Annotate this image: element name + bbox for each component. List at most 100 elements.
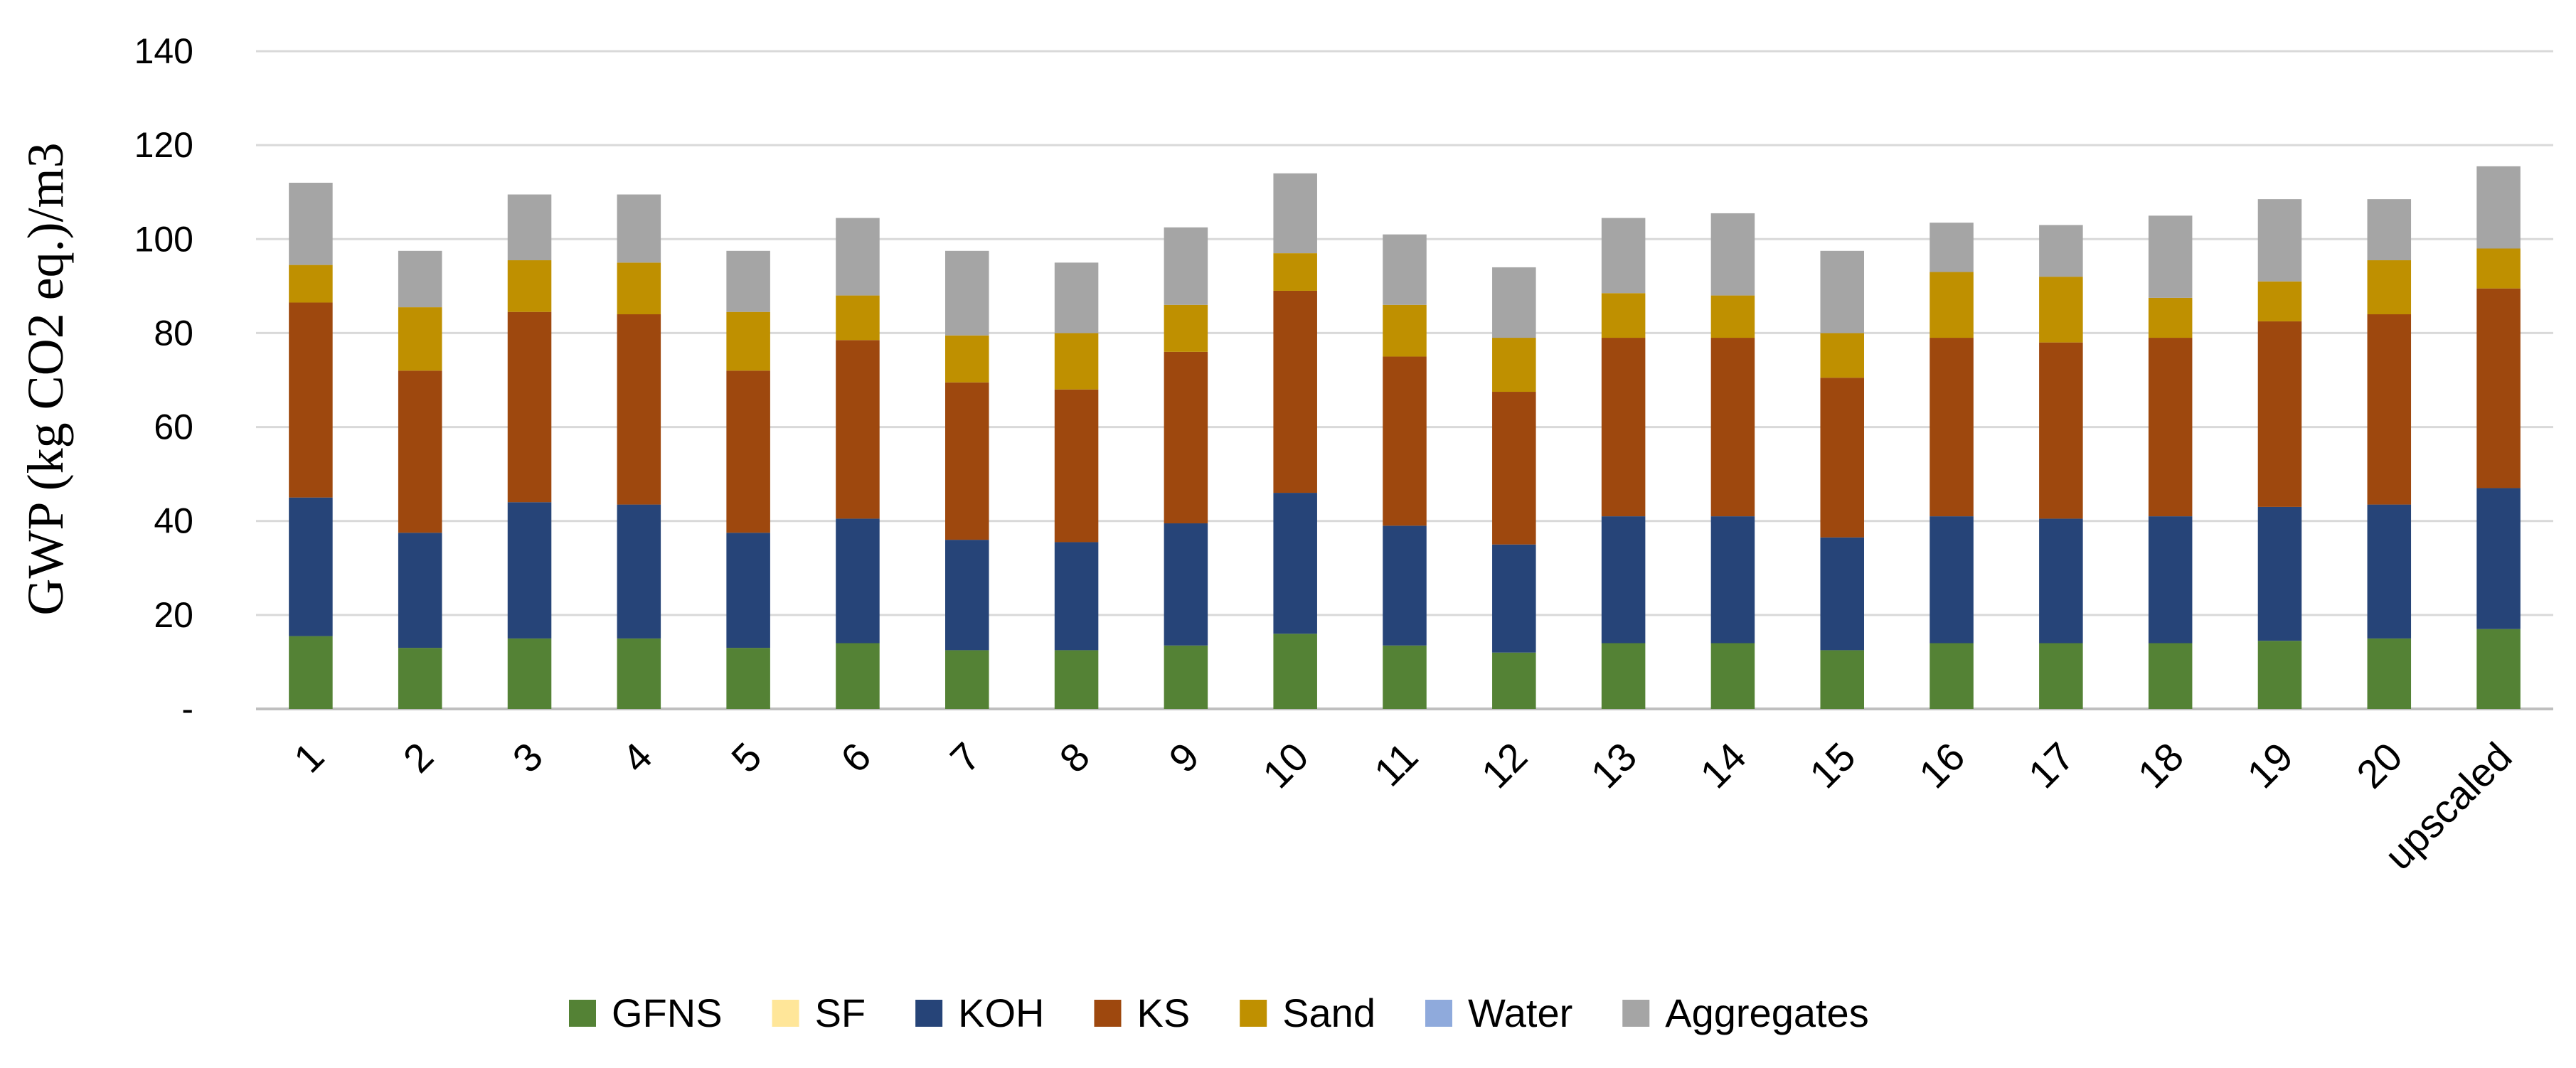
- bar-segment-ks: [2257, 321, 2302, 507]
- bar-segment-gfns: [1710, 643, 1755, 709]
- bar-segment-ks: [726, 370, 770, 533]
- x-tick-label: 5: [723, 734, 770, 781]
- legend-label: KOH: [958, 990, 1044, 1035]
- bar-segment-aggregates: [1383, 234, 1427, 305]
- bar-segment-aggregates: [507, 194, 552, 261]
- bar-segment-koh: [1601, 516, 1646, 644]
- x-tick-label: 10: [1254, 734, 1317, 797]
- bar-segment-koh: [1930, 516, 1974, 644]
- legend-swatch-sf: [772, 1000, 799, 1027]
- bar-segment-ks: [1930, 338, 1974, 517]
- y-tick-label: -: [181, 689, 193, 729]
- bar-segment-koh: [1820, 537, 1864, 651]
- legend-swatch-aggregates: [1622, 1000, 1650, 1027]
- bar-segment-ks: [1710, 338, 1755, 517]
- bar-segment-sand: [1383, 304, 1427, 357]
- legend-swatch-sand: [1240, 1000, 1267, 1027]
- x-tick-label: 1: [285, 734, 333, 781]
- bar-segment-aggregates: [1054, 262, 1099, 333]
- bar-segment-gfns: [398, 648, 442, 709]
- x-tick-label: 2: [395, 734, 442, 781]
- bar-segment-aggregates: [2257, 199, 2302, 282]
- bar-segment-sand: [1930, 272, 1974, 338]
- bar-segment-ks: [1492, 392, 1536, 545]
- bar-segment-koh: [836, 518, 880, 644]
- y-tick-label: 20: [154, 595, 193, 635]
- bar-segment-gfns: [1601, 643, 1646, 709]
- bar-segment-ks: [1273, 290, 1317, 493]
- legend-label: SF: [815, 990, 866, 1035]
- x-tick-label: 7: [942, 734, 989, 781]
- bar-segment-gfns: [2039, 643, 2083, 709]
- bar-segment-ks: [2367, 314, 2412, 505]
- bar-segment-sand: [2257, 281, 2302, 321]
- bar-segment-gfns: [1383, 645, 1427, 709]
- bar-segment-koh: [289, 497, 333, 636]
- bar-segment-aggregates: [289, 183, 333, 265]
- bar-segment-sand: [2476, 248, 2521, 289]
- bar-segment-gfns: [2257, 641, 2302, 709]
- x-tick-label: 13: [1582, 734, 1646, 797]
- legend-label: Water: [1468, 990, 1572, 1035]
- x-tick-label: 3: [504, 734, 551, 781]
- bar-segment-aggregates: [1601, 218, 1646, 294]
- bar-segment-ks: [617, 314, 661, 505]
- y-tick-label: 120: [134, 125, 193, 165]
- x-tick-label: 14: [1691, 734, 1755, 797]
- legend-swatch-koh: [915, 1000, 943, 1027]
- bar-segment-sand: [289, 265, 333, 303]
- bar-segment-aggregates: [398, 250, 442, 308]
- bar-segment-koh: [1054, 542, 1099, 651]
- x-tick-label: 17: [2020, 734, 2083, 797]
- x-tick-label: 11: [1366, 734, 1427, 795]
- bar-segment-koh: [945, 540, 989, 651]
- bar-segment-sand: [945, 335, 989, 383]
- bar-segment-koh: [2039, 518, 2083, 644]
- legend-label: GFNS: [612, 990, 723, 1035]
- bar-segment-gfns: [726, 648, 770, 709]
- bar-segment-ks: [2148, 338, 2193, 517]
- bar-segment-sand: [398, 307, 442, 371]
- bar-segment-aggregates: [2367, 199, 2412, 261]
- bar-segment-sand: [1710, 295, 1755, 338]
- bar-segment-koh: [2367, 504, 2412, 639]
- bar-segment-aggregates: [1710, 213, 1755, 296]
- bar-segment-sand: [507, 260, 552, 312]
- bar-segment-koh: [398, 533, 442, 648]
- bar-segment-sand: [617, 262, 661, 314]
- x-tick-label: 19: [2238, 734, 2301, 797]
- bar-segment-sand: [2148, 297, 2193, 338]
- bar-segment-ks: [836, 340, 880, 519]
- legend-swatch-gfns: [569, 1000, 596, 1027]
- bar-segment-ks: [289, 302, 333, 498]
- bar-segment-aggregates: [617, 194, 661, 263]
- bar-segment-ks: [2039, 342, 2083, 519]
- bar-segment-aggregates: [1492, 267, 1536, 338]
- bar-segment-sand: [1820, 333, 1864, 378]
- x-tick-label: 20: [2348, 734, 2411, 797]
- legend-swatch-ks: [1094, 1000, 1122, 1027]
- x-tick-label: 18: [2129, 734, 2193, 797]
- bar-segment-sand: [2367, 260, 2412, 314]
- bar-segment-sand: [1054, 333, 1099, 390]
- x-tick-label: 6: [832, 734, 880, 781]
- legend: GFNS SF KOH KS Sand Water Aggregates: [569, 990, 1869, 1035]
- bar-segment-ks: [1383, 356, 1427, 526]
- bar-segment-gfns: [1492, 652, 1536, 709]
- bar-segment-gfns: [836, 643, 880, 709]
- legend-label: KS: [1137, 990, 1190, 1035]
- x-tick-label: 4: [613, 734, 661, 781]
- x-tick-label: 9: [1160, 734, 1208, 781]
- bar-segment-sand: [1273, 253, 1317, 291]
- bar-segment-ks: [1164, 351, 1208, 524]
- x-tick-label: 16: [1910, 734, 1974, 797]
- bar-segment-aggregates: [1930, 223, 1974, 272]
- bar-segment-sand: [1601, 293, 1646, 338]
- bar-segment-ks: [2476, 288, 2521, 488]
- y-axis-label: GWP (kg CO2 eq.)/m3: [17, 142, 74, 615]
- bar-segment-gfns: [1820, 650, 1864, 709]
- bar-segment-gfns: [1930, 643, 1974, 709]
- bar-segment-aggregates: [1164, 227, 1208, 305]
